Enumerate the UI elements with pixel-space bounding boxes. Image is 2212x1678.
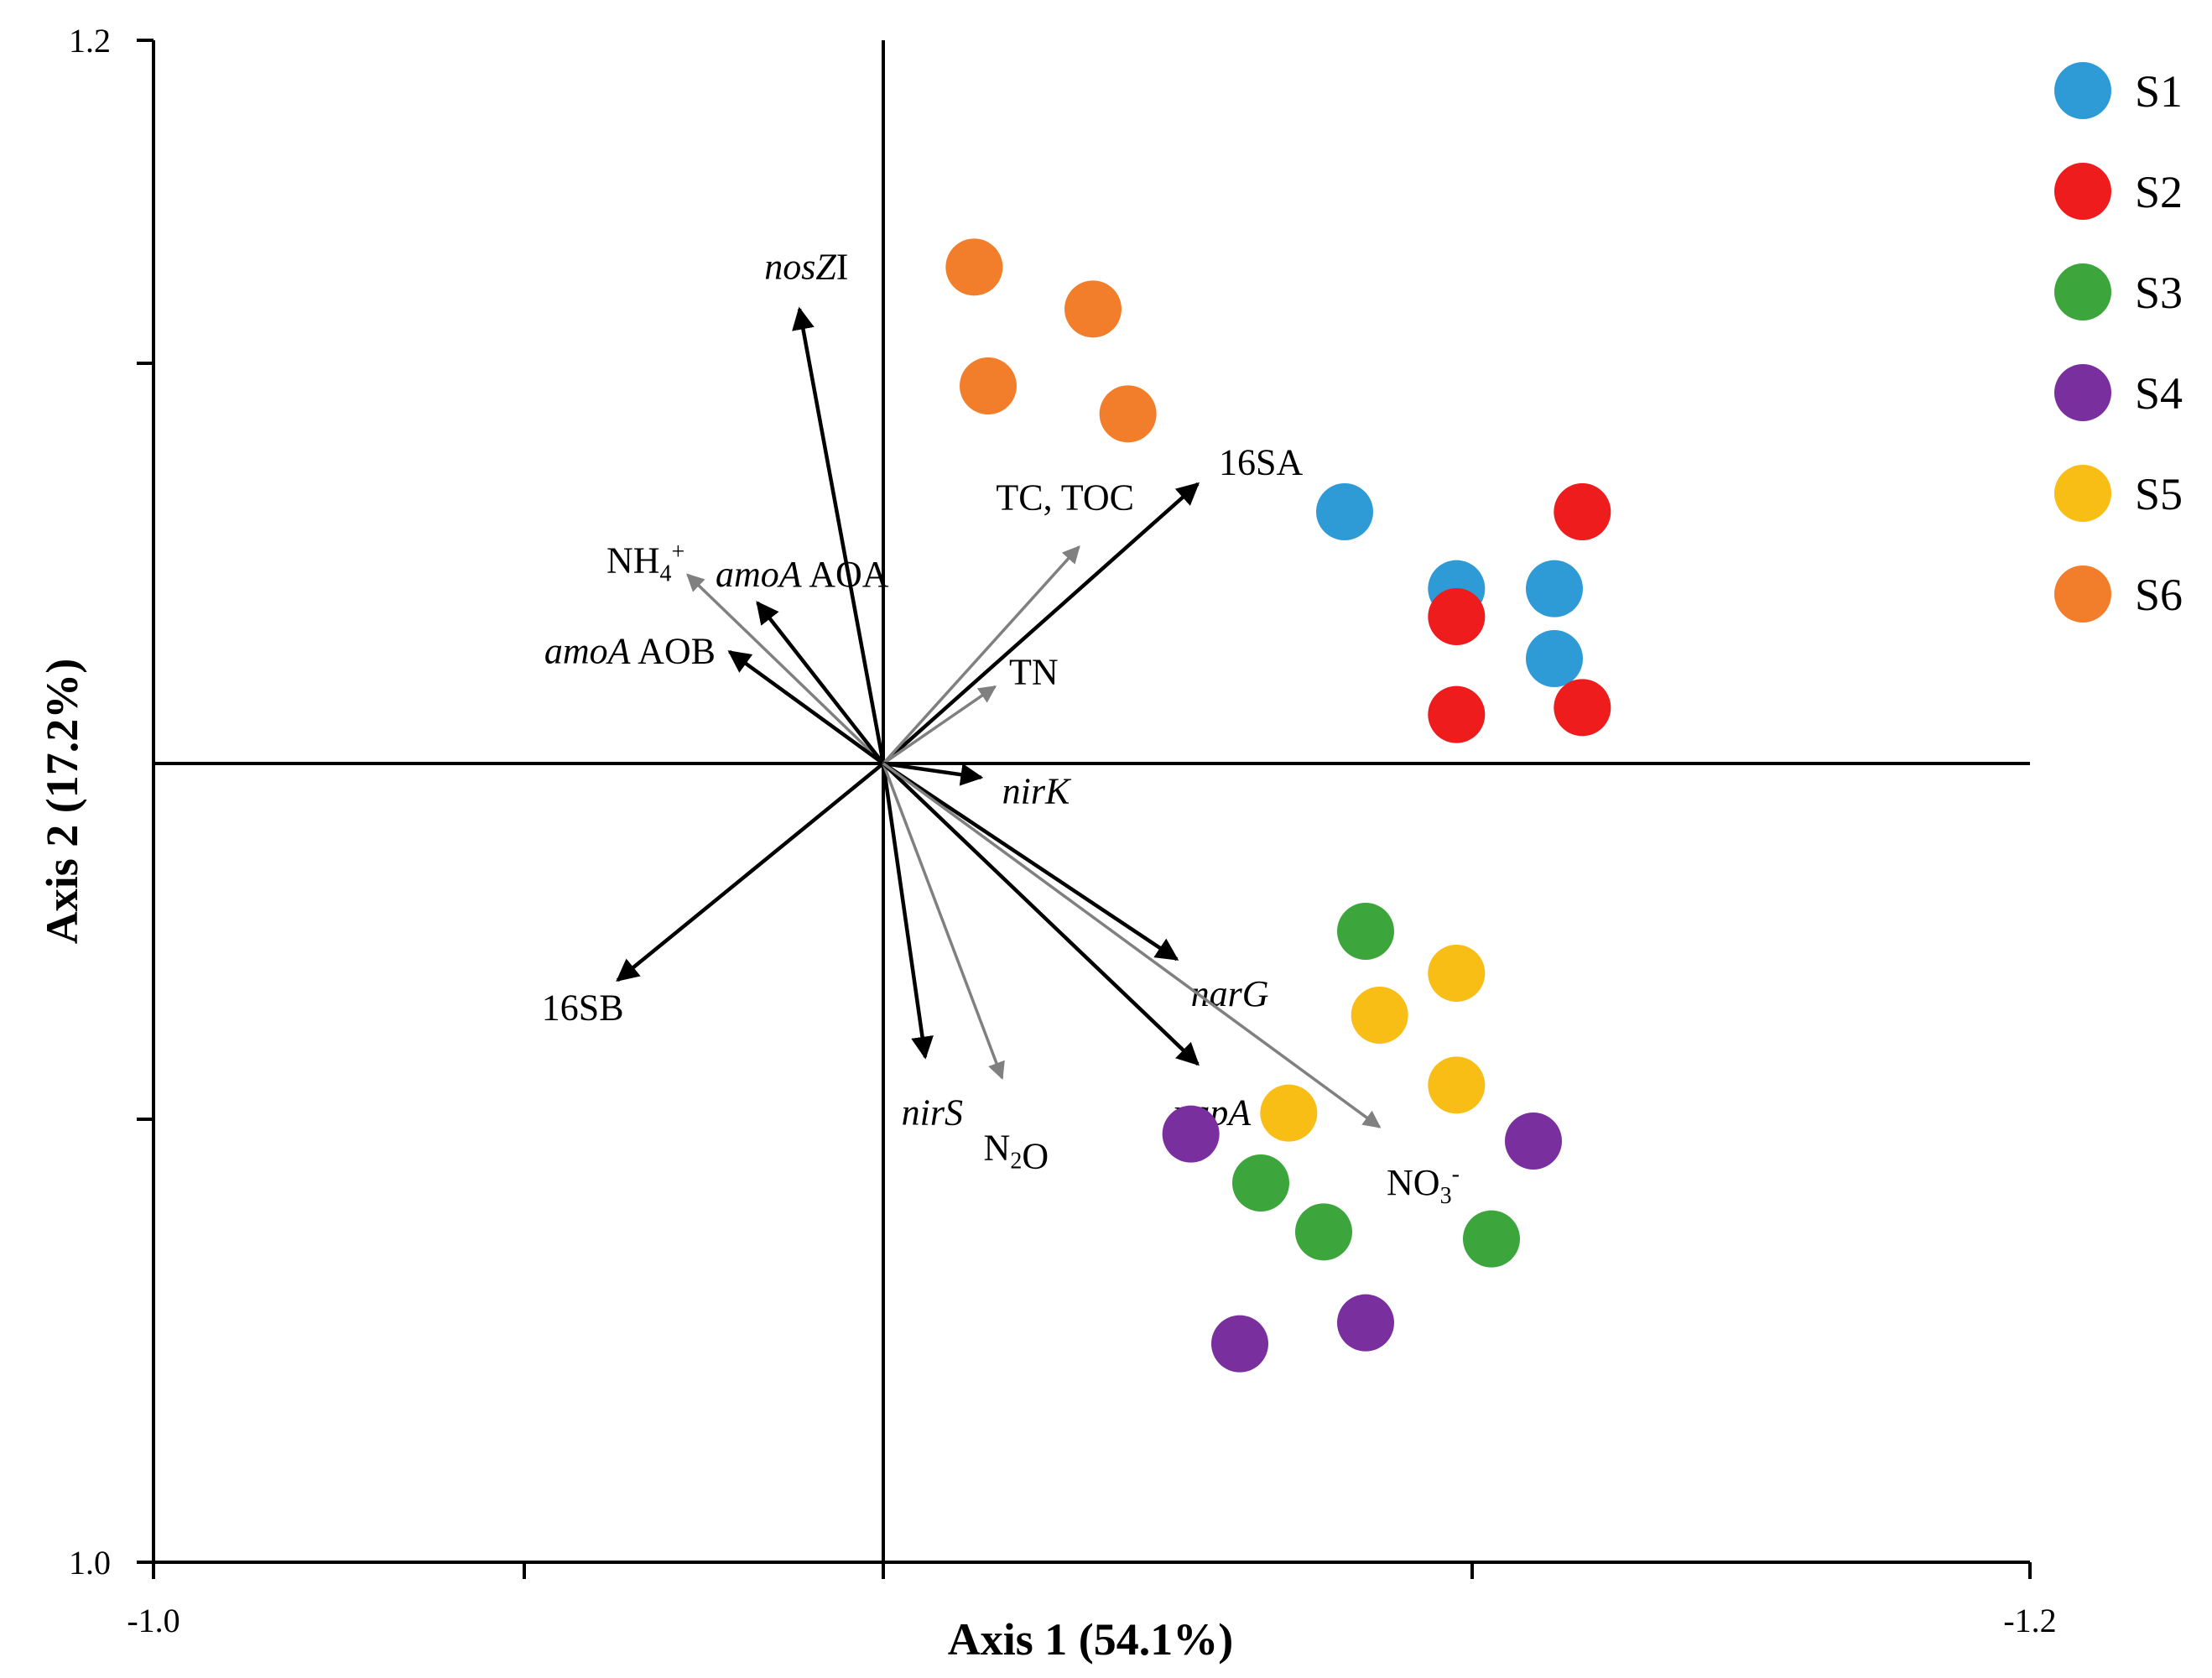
vector-arrow: [686, 573, 885, 765]
point-s5: [1428, 1056, 1486, 1114]
point-s1: [1316, 483, 1373, 540]
vector-label: narG: [1191, 973, 1269, 1014]
legend-marker-s6: [2054, 565, 2111, 623]
y-axis-title: Axis 2 (17.2%): [37, 659, 87, 944]
legend-marker-s4: [2054, 364, 2111, 421]
vector-arrow: [792, 306, 886, 764]
y-tick-label-top: 1.2: [69, 22, 111, 60]
point-s2: [1428, 588, 1486, 645]
axes: [137, 39, 2032, 1579]
legend-label-s1: S1: [2135, 66, 2183, 117]
vector-label: N2O: [984, 1127, 1049, 1176]
point-s4: [1162, 1105, 1220, 1163]
vector-label: 16SB: [542, 988, 624, 1029]
vector-label: amoA AOB: [544, 631, 716, 672]
point-s5: [1260, 1084, 1318, 1142]
vector-label: NH4+: [606, 539, 684, 586]
point-s3: [1232, 1154, 1289, 1212]
point-s5: [1351, 987, 1408, 1044]
point-s1: [1526, 630, 1583, 687]
point-s3: [1337, 903, 1394, 960]
vector-label: nirK: [1002, 770, 1072, 811]
y-tick-label-bottom: 1.0: [69, 1544, 111, 1582]
point-s6: [1099, 385, 1157, 443]
vector-label: NO3-: [1387, 1161, 1460, 1209]
vector-arrow: [756, 601, 885, 765]
sample-points: [945, 238, 1611, 1373]
vector-arrow: [727, 649, 885, 765]
vector-arrow: [882, 685, 997, 765]
vector-arrow: [882, 762, 1200, 1066]
x-tick-label-left: -1.0: [127, 1602, 180, 1639]
point-s1: [1526, 560, 1583, 618]
point-s6: [960, 357, 1017, 414]
point-s2: [1428, 685, 1486, 743]
vector-arrow: [882, 761, 984, 786]
vector-label: nosZI: [764, 246, 848, 287]
legend-marker-s1: [2054, 62, 2111, 119]
vector-arrow: [882, 482, 1200, 765]
point-s3: [1463, 1210, 1520, 1268]
legend-label-s4: S4: [2135, 368, 2183, 419]
vector-label: amoA AOA: [716, 554, 889, 595]
point-s4: [1505, 1113, 1562, 1170]
vector-label: TN: [1009, 652, 1059, 693]
point-s2: [1554, 483, 1611, 540]
x-axis-title: Axis 1 (54.1%): [948, 1614, 1233, 1665]
legend-marker-s2: [2054, 163, 2111, 220]
legend-label-s2: S2: [2135, 167, 2183, 217]
point-s4: [1211, 1315, 1268, 1373]
point-s5: [1428, 945, 1486, 1002]
legend-marker-s5: [2054, 465, 2111, 522]
vector-arrow: [882, 762, 1382, 1128]
vector-label: TC, TOC: [996, 477, 1134, 518]
point-s6: [1064, 280, 1122, 338]
vector-arrow: [882, 545, 1080, 765]
vector-arrow: [882, 762, 1179, 961]
vector-label: 16SA: [1219, 442, 1303, 483]
point-s6: [945, 238, 1003, 296]
vector-label: nirS: [902, 1092, 963, 1133]
vector-arrow: [881, 763, 934, 1060]
tick-labels: 1.2 1.0 -1.0 -1.2: [69, 22, 2057, 1639]
legend: S1 S2 S3 S4 S5 S6: [2054, 62, 2183, 623]
legend-label-s3: S3: [2135, 268, 2183, 318]
point-s4: [1337, 1294, 1394, 1352]
point-s2: [1554, 679, 1611, 737]
legend-label-s6: S6: [2135, 570, 2183, 620]
legend-label-s5: S5: [2135, 469, 2183, 519]
vector-arrow: [882, 763, 1005, 1080]
vector-arrow: [616, 762, 885, 982]
legend-marker-s3: [2054, 263, 2111, 320]
point-s3: [1295, 1203, 1352, 1261]
x-tick-label-right: -1.2: [2003, 1602, 2056, 1639]
